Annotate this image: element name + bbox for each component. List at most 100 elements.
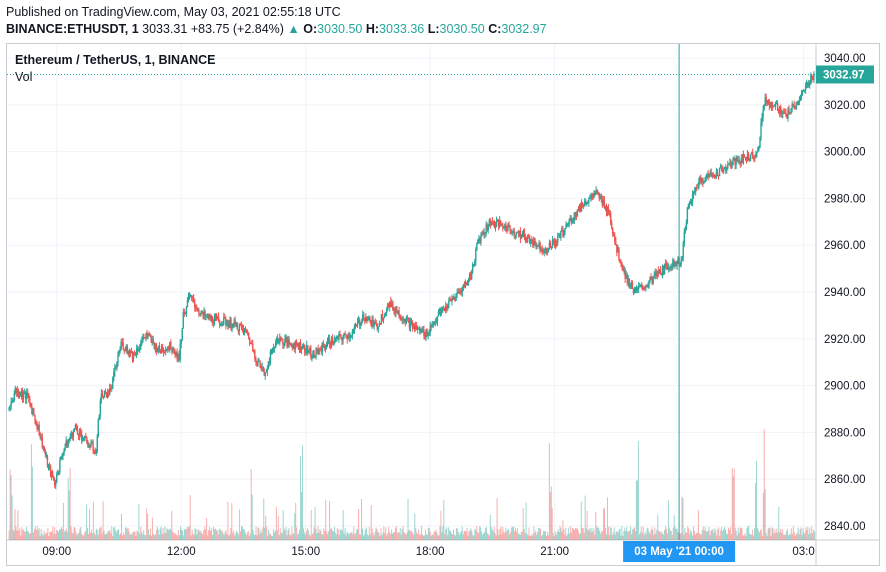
volume-bar bbox=[273, 532, 275, 540]
candle-body bbox=[302, 344, 305, 346]
volume-bar bbox=[612, 532, 614, 540]
volume-bar bbox=[27, 531, 29, 540]
volume-bar bbox=[242, 529, 244, 540]
volume-bar bbox=[582, 528, 584, 540]
candle-body bbox=[554, 241, 557, 247]
candle-body bbox=[754, 157, 756, 159]
volume-bar bbox=[406, 532, 408, 540]
candle-body bbox=[393, 308, 395, 311]
volume-bar bbox=[284, 530, 286, 540]
volume-bar bbox=[448, 527, 450, 540]
candle-body bbox=[423, 329, 425, 336]
volume-bar bbox=[495, 535, 497, 540]
volume-bar bbox=[685, 532, 687, 540]
candle-body bbox=[682, 243, 684, 258]
volume-bar bbox=[705, 531, 707, 540]
volume-bar bbox=[369, 534, 371, 540]
candle-body bbox=[512, 230, 514, 232]
volume-bar bbox=[412, 533, 414, 540]
candle-body bbox=[784, 112, 786, 114]
candle-body bbox=[366, 316, 368, 321]
volume-bar bbox=[499, 528, 501, 540]
volume-bar bbox=[552, 532, 554, 540]
volume-bar bbox=[665, 526, 667, 540]
candle-body bbox=[789, 112, 791, 114]
volume-bar bbox=[341, 530, 343, 540]
volume-bar bbox=[466, 527, 468, 540]
candle-body bbox=[200, 313, 202, 316]
volume-bar bbox=[241, 526, 243, 540]
candle-body bbox=[36, 423, 38, 429]
symbol-ohlc-line: BINANCE:ETHUSDT, 1 3033.31 +83.75 (+2.84… bbox=[6, 22, 547, 36]
candle-body bbox=[47, 465, 50, 467]
candle-body bbox=[745, 157, 748, 161]
volume-bar bbox=[413, 534, 415, 540]
volume-bar bbox=[508, 528, 510, 540]
volume-bar bbox=[431, 534, 433, 540]
volume-bar bbox=[700, 534, 702, 540]
candle-body bbox=[726, 168, 728, 171]
volume-bar bbox=[630, 526, 632, 540]
volume-bar bbox=[477, 531, 479, 540]
volume-bar bbox=[396, 532, 398, 540]
candle-body bbox=[303, 344, 306, 352]
candle-body bbox=[478, 238, 480, 240]
candle-body bbox=[604, 207, 607, 209]
volume-bar bbox=[411, 530, 413, 540]
volume-bar bbox=[241, 526, 243, 540]
candle-body bbox=[275, 337, 278, 343]
candle-body bbox=[234, 320, 236, 325]
candle-body bbox=[803, 89, 806, 91]
volume-bar bbox=[437, 535, 439, 540]
volume-bar bbox=[593, 528, 595, 540]
candle-body bbox=[469, 274, 472, 279]
candle-body bbox=[705, 176, 707, 182]
candle-body bbox=[793, 105, 795, 108]
candle-body bbox=[770, 102, 773, 108]
volume-bar bbox=[726, 534, 728, 540]
volume-bar bbox=[584, 495, 586, 540]
candle-body bbox=[813, 73, 815, 80]
volume-bar bbox=[426, 534, 428, 540]
candle-body bbox=[792, 104, 794, 106]
candle-body bbox=[535, 242, 537, 247]
volume-bar bbox=[452, 534, 454, 540]
published-note: Published on TradingView.com, May 03, 20… bbox=[6, 5, 341, 19]
candle-body bbox=[380, 314, 383, 324]
candle-body bbox=[496, 219, 499, 222]
candle-body bbox=[86, 437, 88, 443]
chart-frame bbox=[6, 43, 880, 566]
candle-body bbox=[71, 432, 74, 438]
candle-body bbox=[274, 342, 277, 348]
volume-bar bbox=[54, 527, 56, 540]
volume-bar bbox=[205, 529, 207, 540]
volume-bar bbox=[24, 531, 26, 540]
candle-body bbox=[334, 338, 336, 343]
volume-bar bbox=[807, 526, 809, 540]
volume-bar bbox=[177, 535, 179, 540]
candle-body bbox=[683, 232, 685, 244]
candle-body bbox=[702, 178, 704, 183]
volume-bar bbox=[811, 526, 813, 540]
volume-bar bbox=[428, 528, 430, 540]
volume-bar bbox=[217, 534, 219, 540]
volume-bar bbox=[133, 532, 135, 540]
volume-bar bbox=[501, 534, 503, 540]
candle-body bbox=[765, 97, 767, 104]
volume-bar bbox=[83, 535, 85, 540]
volume-bar bbox=[334, 532, 336, 540]
candle-body bbox=[127, 351, 130, 355]
candle-body bbox=[309, 348, 311, 352]
candle-body bbox=[49, 466, 52, 477]
candle-body bbox=[566, 224, 568, 226]
candle-body bbox=[255, 359, 257, 362]
candle-body bbox=[638, 286, 641, 288]
volume-bar bbox=[757, 530, 759, 540]
volume-bar bbox=[469, 530, 471, 540]
candle-body bbox=[113, 372, 115, 378]
candle-body bbox=[195, 307, 197, 309]
volume-bar bbox=[44, 534, 46, 540]
volume-bar bbox=[365, 527, 367, 540]
volume-bar bbox=[769, 527, 771, 540]
